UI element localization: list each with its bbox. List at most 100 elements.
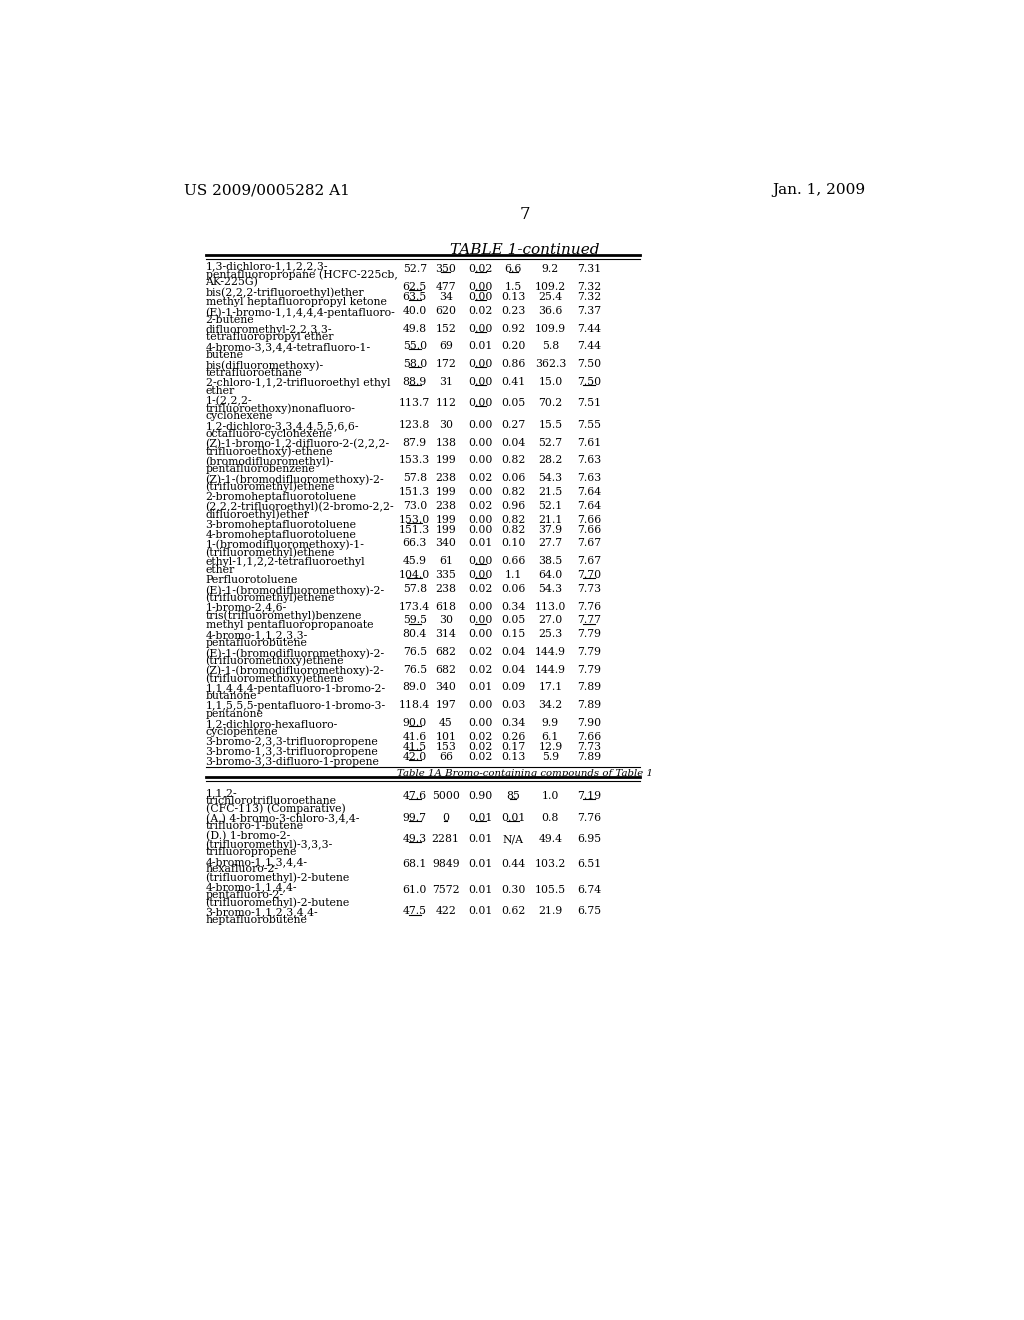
Text: 4-bromo-1,1,3,4,4-: 4-bromo-1,1,3,4,4-: [206, 857, 307, 867]
Text: 12.9: 12.9: [539, 742, 562, 751]
Text: 0.13: 0.13: [501, 751, 525, 762]
Text: 41.6: 41.6: [402, 731, 427, 742]
Text: 49.4: 49.4: [539, 834, 562, 843]
Text: pentafluoro-2-: pentafluoro-2-: [206, 890, 284, 900]
Text: 1,1,4,4,4-pentafluoro-1-bromo-2-: 1,1,4,4,4-pentafluoro-1-bromo-2-: [206, 684, 386, 693]
Text: 0.02: 0.02: [468, 306, 493, 315]
Text: 340: 340: [435, 682, 456, 693]
Text: 477: 477: [435, 282, 456, 292]
Text: 66: 66: [438, 751, 453, 762]
Text: 52.7: 52.7: [402, 264, 427, 275]
Text: 0.00: 0.00: [468, 700, 493, 710]
Text: 0.02: 0.02: [468, 742, 493, 751]
Text: 4-bromoheptafluorotoluene: 4-bromoheptafluorotoluene: [206, 529, 356, 540]
Text: 70.2: 70.2: [539, 399, 562, 408]
Text: 7.79: 7.79: [578, 630, 601, 639]
Text: 28.2: 28.2: [539, 455, 562, 465]
Text: 3-bromo-2,3,3-trifluoropropene: 3-bromo-2,3,3-trifluoropropene: [206, 737, 378, 747]
Text: 0.00: 0.00: [468, 602, 493, 611]
Text: 199: 199: [435, 455, 456, 465]
Text: 151.3: 151.3: [399, 487, 430, 496]
Text: 0.34: 0.34: [501, 718, 525, 727]
Text: 54.3: 54.3: [539, 583, 562, 594]
Text: 7.51: 7.51: [578, 399, 601, 408]
Text: tris(trifluoromethyl)benzene: tris(trifluoromethyl)benzene: [206, 610, 361, 620]
Text: 7572: 7572: [432, 884, 460, 895]
Text: 153.3: 153.3: [399, 455, 430, 465]
Text: 37.9: 37.9: [539, 524, 562, 535]
Text: 69: 69: [439, 342, 453, 351]
Text: 0.01: 0.01: [501, 813, 525, 822]
Text: 64.0: 64.0: [539, 570, 562, 579]
Text: 0.00: 0.00: [468, 376, 493, 387]
Text: cyclopentene: cyclopentene: [206, 726, 278, 737]
Text: 25.4: 25.4: [539, 292, 562, 302]
Text: 57.8: 57.8: [402, 583, 427, 594]
Text: 1.1: 1.1: [505, 570, 522, 579]
Text: 7.32: 7.32: [577, 292, 601, 302]
Text: 0.82: 0.82: [501, 455, 525, 465]
Text: 153: 153: [435, 742, 456, 751]
Text: methyl heptafluoropropyl ketone: methyl heptafluoropropyl ketone: [206, 297, 386, 308]
Text: 3-bromo-1,3,3-trifluoropropene: 3-bromo-1,3,3-trifluoropropene: [206, 747, 378, 756]
Text: 0.30: 0.30: [501, 884, 525, 895]
Text: (bromodifluoromethyl)-: (bromodifluoromethyl)-: [206, 457, 334, 467]
Text: 618: 618: [435, 602, 457, 611]
Text: trifluoropropene: trifluoropropene: [206, 847, 297, 857]
Text: 21.5: 21.5: [539, 487, 562, 496]
Text: 0.8: 0.8: [542, 813, 559, 822]
Text: 0.92: 0.92: [501, 323, 525, 334]
Text: 0: 0: [442, 813, 450, 822]
Text: 0.82: 0.82: [501, 515, 525, 524]
Text: 7.79: 7.79: [578, 665, 601, 675]
Text: 103.2: 103.2: [535, 859, 566, 870]
Text: 9849: 9849: [432, 859, 460, 870]
Text: 1,3-dichloro-1,1,2,2,3-: 1,3-dichloro-1,1,2,2,3-: [206, 261, 328, 272]
Text: 1.0: 1.0: [542, 791, 559, 801]
Text: 52.7: 52.7: [539, 437, 562, 447]
Text: 0.02: 0.02: [468, 665, 493, 675]
Text: 88.9: 88.9: [402, 376, 427, 387]
Text: (CFC-113) (Comparative): (CFC-113) (Comparative): [206, 804, 345, 814]
Text: 6.51: 6.51: [577, 859, 601, 870]
Text: 144.9: 144.9: [535, 665, 566, 675]
Text: (trifluoromethyl)-3,3,3-: (trifluoromethyl)-3,3,3-: [206, 840, 333, 850]
Text: US 2009/0005282 A1: US 2009/0005282 A1: [183, 183, 349, 197]
Text: tetrafluoropropyl ether: tetrafluoropropyl ether: [206, 333, 333, 342]
Text: 0.04: 0.04: [501, 665, 525, 675]
Text: 27.0: 27.0: [539, 615, 562, 626]
Text: 7.73: 7.73: [578, 742, 601, 751]
Text: ether: ether: [206, 565, 234, 576]
Text: 7.67: 7.67: [578, 556, 601, 566]
Text: 7.19: 7.19: [578, 791, 601, 801]
Text: 0.00: 0.00: [468, 359, 493, 370]
Text: (D.) 1-bromo-2-: (D.) 1-bromo-2-: [206, 832, 290, 842]
Text: 0.01: 0.01: [468, 539, 493, 548]
Text: 0.34: 0.34: [501, 602, 525, 611]
Text: 172: 172: [435, 359, 456, 370]
Text: 0.00: 0.00: [468, 420, 493, 430]
Text: 47.6: 47.6: [402, 791, 427, 801]
Text: 0.00: 0.00: [468, 570, 493, 579]
Text: 0.00: 0.00: [468, 399, 493, 408]
Text: bis(difluoromethoxy)-: bis(difluoromethoxy)-: [206, 360, 324, 371]
Text: 0.02: 0.02: [468, 500, 493, 511]
Text: 2-chloro-1,1,2-trifluoroethyl ethyl: 2-chloro-1,1,2-trifluoroethyl ethyl: [206, 378, 390, 388]
Text: 7.66: 7.66: [577, 515, 601, 524]
Text: 9.9: 9.9: [542, 718, 559, 727]
Text: 5.9: 5.9: [542, 751, 559, 762]
Text: 3-bromo-1,1,2,3,4,4-: 3-bromo-1,1,2,3,4,4-: [206, 908, 318, 917]
Text: 113.0: 113.0: [535, 602, 566, 611]
Text: 0.01: 0.01: [468, 834, 493, 843]
Text: 0.00: 0.00: [468, 323, 493, 334]
Text: 0.00: 0.00: [468, 437, 493, 447]
Text: 0.86: 0.86: [501, 359, 525, 370]
Text: 0.82: 0.82: [501, 487, 525, 496]
Text: 36.6: 36.6: [539, 306, 562, 315]
Text: (2,2,2-trifluoroethyl)(2-bromo-2,2-: (2,2,2-trifluoroethyl)(2-bromo-2,2-: [206, 502, 394, 512]
Text: 58.0: 58.0: [402, 359, 427, 370]
Text: 620: 620: [435, 306, 457, 315]
Text: 7.55: 7.55: [578, 420, 601, 430]
Text: 0.01: 0.01: [468, 907, 493, 916]
Text: bis(2,2,2-trifluoroethyl)ether: bis(2,2,2-trifluoroethyl)ether: [206, 286, 365, 297]
